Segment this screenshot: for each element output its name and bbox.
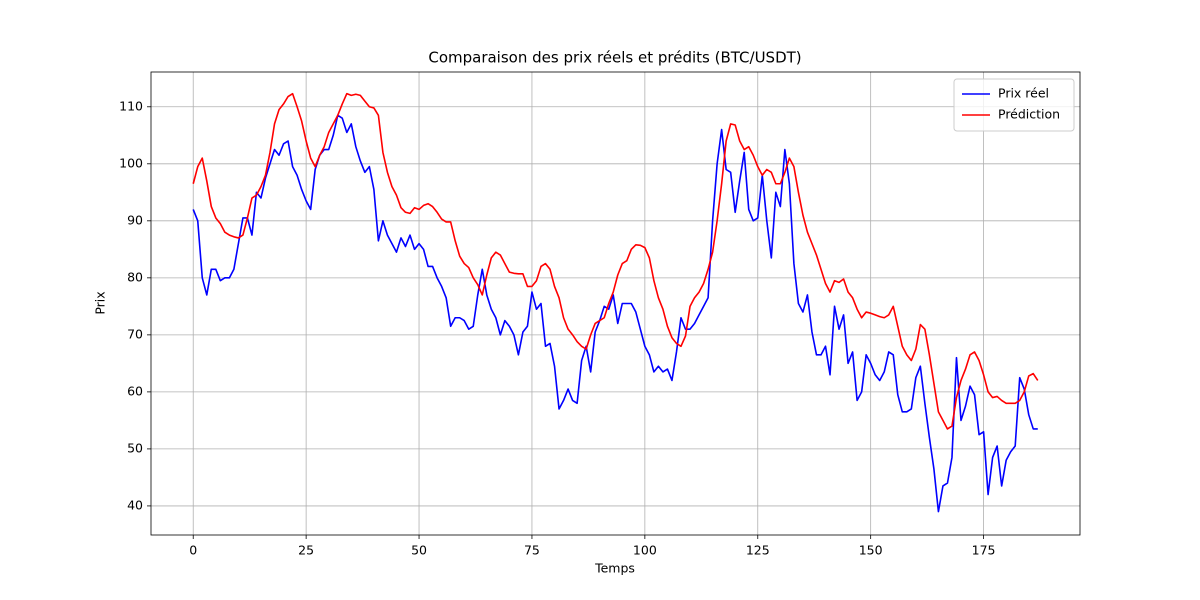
x-tick-label: 100 [633, 543, 657, 558]
y-tick-label: 90 [127, 212, 143, 227]
legend-label: Prix réel [998, 86, 1049, 101]
x-tick-label: 25 [298, 543, 314, 558]
data-line [192, 114, 1038, 513]
plot-frame [150, 71, 1081, 536]
x-axis-label: Temps [594, 561, 635, 576]
y-tick-label: 110 [119, 98, 143, 113]
data-line [192, 92, 1039, 430]
chart-title: Comparaison des prix réels et prédits (B… [428, 49, 801, 67]
x-tick-label: 125 [746, 543, 770, 558]
y-axis-label: Prix [93, 291, 108, 314]
x-tick-label: 175 [972, 543, 996, 558]
x-tick-label: 75 [524, 543, 540, 558]
legend-label: Prédiction [998, 107, 1060, 122]
y-tick-label: 100 [119, 155, 143, 170]
y-tick-label: 70 [127, 326, 143, 341]
y-tick-label: 80 [127, 269, 143, 284]
y-tick-label: 40 [127, 497, 143, 512]
x-tick-label: 50 [411, 543, 427, 558]
y-tick-label: 50 [127, 440, 143, 455]
x-tick-label: 150 [859, 543, 883, 558]
y-tick-label: 60 [127, 383, 143, 398]
legend-box [953, 78, 1075, 132]
x-tick-label: 0 [189, 543, 197, 558]
